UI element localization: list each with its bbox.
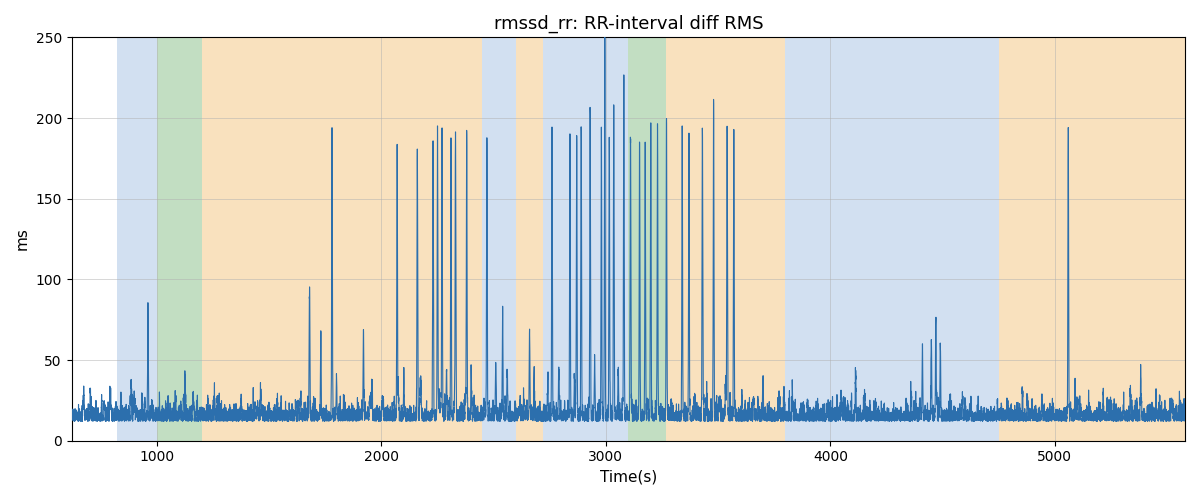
Bar: [116, 38, 157, 440]
Bar: [544, 38, 629, 440]
Bar: [629, 38, 666, 440]
Bar: [998, 38, 1186, 440]
Title: rmssd_rr: RR-interval diff RMS: rmssd_rr: RR-interval diff RMS: [493, 15, 763, 34]
Bar: [482, 38, 516, 440]
Bar: [666, 38, 786, 440]
Bar: [202, 38, 482, 440]
Bar: [516, 38, 544, 440]
X-axis label: Time(s): Time(s): [600, 470, 656, 485]
Bar: [157, 38, 202, 440]
Bar: [786, 38, 998, 440]
Y-axis label: ms: ms: [16, 228, 30, 250]
